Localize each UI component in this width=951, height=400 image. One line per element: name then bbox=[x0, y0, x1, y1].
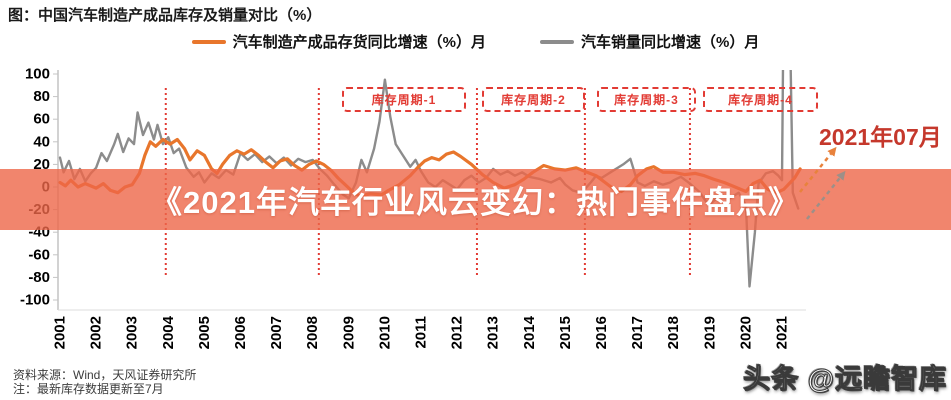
source-line-1: 资料来源：Wind，天风证券研究所 bbox=[13, 368, 197, 382]
watermark: 头条 @远瞻智库 bbox=[743, 364, 947, 395]
cycle-divider-lines bbox=[164, 88, 691, 275]
x-tick-label: 2011 bbox=[413, 316, 430, 349]
x-tick-label: 2012 bbox=[449, 316, 466, 349]
legend-label-sales: 汽车销量同比增速（%）月 bbox=[581, 34, 760, 51]
x-tick-label: 2014 bbox=[521, 315, 538, 349]
sales-line-swatch bbox=[540, 39, 574, 44]
x-tick-label: 2008 bbox=[304, 316, 321, 349]
date-callout: 2021年07月 bbox=[819, 124, 942, 150]
y-tick-label: 80 bbox=[33, 88, 50, 105]
x-tick-label: 2009 bbox=[340, 316, 357, 349]
x-tick-label: 2013 bbox=[485, 316, 502, 349]
x-tick-label: 2015 bbox=[557, 316, 574, 349]
x-tick-label: 2005 bbox=[196, 316, 213, 349]
x-tick-label: 2010 bbox=[376, 316, 393, 349]
y-tick-label: 40 bbox=[33, 133, 50, 150]
x-tick-label: 2016 bbox=[593, 316, 610, 349]
x-tick-label: 2019 bbox=[701, 316, 718, 349]
x-tick-label: 2007 bbox=[268, 316, 285, 349]
y-tick-label: 20 bbox=[33, 156, 50, 173]
y-tick-label: -80 bbox=[28, 269, 50, 286]
x-tick-label: 2017 bbox=[629, 316, 646, 349]
chart-legend: 汽车制造产成品存货同比增速（%）月 汽车销量同比增速（%）月 bbox=[0, 31, 951, 52]
source-note: 资料来源：Wind，天风证券研究所 注：最新库存数据更新至7月 bbox=[13, 368, 196, 396]
x-tick-label: 2004 bbox=[160, 315, 177, 349]
source-line-2: 注：最新库存数据更新至7月 bbox=[13, 382, 164, 396]
inventory-line-swatch bbox=[191, 39, 226, 44]
legend-item-sales: 汽车销量同比增速（%）月 bbox=[540, 31, 759, 52]
x-tick-label: 2021 bbox=[774, 316, 791, 349]
x-tick-label: 2002 bbox=[88, 316, 105, 349]
x-tick-label: 2020 bbox=[737, 316, 754, 349]
x-axis-labels: 2001 2002 2003 2004 2005 2006 2007 2008 2009 2010… bbox=[52, 315, 791, 349]
legend-label-inventory: 汽车制造产成品存货同比增速（%）月 bbox=[232, 34, 486, 51]
legend-item-inventory: 汽车制造产成品存货同比增速（%）月 bbox=[191, 31, 486, 52]
headline-text: 《2021年汽车行业风云变幻：热门事件盘点》 bbox=[151, 185, 800, 220]
x-tick-label: 2001 bbox=[52, 316, 69, 349]
x-tick-label: 2003 bbox=[124, 316, 141, 349]
chart-title: 图：中国汽车制造产成品库存及销量对比（%） bbox=[8, 7, 322, 24]
x-tick-label: 2006 bbox=[232, 316, 249, 349]
y-tick-label: -60 bbox=[28, 246, 50, 263]
y-tick-label: 60 bbox=[33, 111, 50, 128]
headline-banner: 《2021年汽车行业风云变幻：热门事件盘点》 bbox=[0, 169, 951, 230]
y-tick-label: -100 bbox=[20, 292, 50, 309]
y-tick-label: 100 bbox=[25, 66, 50, 83]
x-tick-label: 2018 bbox=[665, 316, 682, 349]
